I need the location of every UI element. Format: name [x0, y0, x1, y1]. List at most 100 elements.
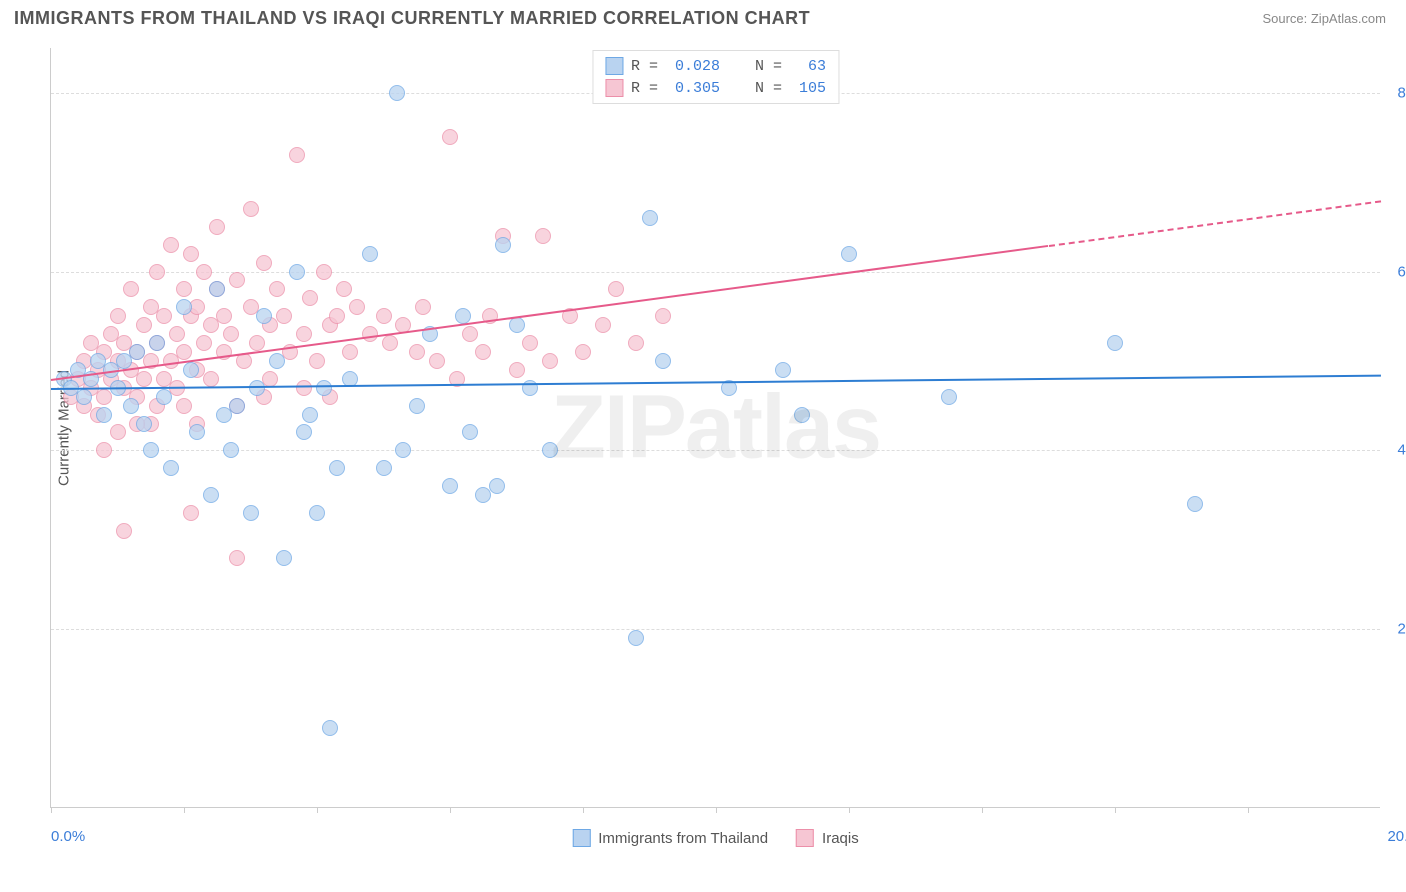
data-point — [309, 505, 325, 521]
x-tick — [849, 807, 850, 813]
legend-stats-row: R = 0.028 N = 63 — [605, 55, 826, 77]
data-point — [296, 326, 312, 342]
data-point — [183, 505, 199, 521]
data-point — [1187, 496, 1203, 512]
legend-item: Iraqis — [796, 829, 859, 847]
data-point — [176, 281, 192, 297]
data-point — [129, 344, 145, 360]
data-point — [96, 407, 112, 423]
data-point — [209, 219, 225, 235]
data-point — [136, 416, 152, 432]
data-point — [276, 308, 292, 324]
data-point — [96, 442, 112, 458]
data-point — [349, 299, 365, 315]
data-point — [110, 308, 126, 324]
data-point — [163, 460, 179, 476]
data-point — [462, 424, 478, 440]
gridline — [51, 629, 1380, 630]
data-point — [575, 344, 591, 360]
data-point — [123, 281, 139, 297]
data-point — [176, 344, 192, 360]
data-point — [163, 237, 179, 253]
data-point — [628, 335, 644, 351]
data-point — [429, 353, 445, 369]
data-point — [302, 407, 318, 423]
x-tick — [450, 807, 451, 813]
data-point — [442, 129, 458, 145]
data-point — [628, 630, 644, 646]
data-point — [116, 523, 132, 539]
data-point — [316, 264, 332, 280]
data-point — [296, 424, 312, 440]
data-point — [655, 308, 671, 324]
data-point — [289, 264, 305, 280]
data-point — [223, 442, 239, 458]
trend-line — [1048, 200, 1381, 247]
r-value: 0.028 — [675, 58, 720, 75]
data-point — [149, 335, 165, 351]
data-point — [203, 371, 219, 387]
legend-stats-row: R = 0.305 N = 105 — [605, 77, 826, 99]
data-point — [256, 308, 272, 324]
x-tick — [1248, 807, 1249, 813]
data-point — [176, 398, 192, 414]
data-point — [595, 317, 611, 333]
data-point — [415, 299, 431, 315]
data-point — [342, 344, 358, 360]
data-point — [276, 550, 292, 566]
x-tick — [51, 807, 52, 813]
data-point — [229, 398, 245, 414]
x-axis-max-label: 20.0% — [1387, 828, 1406, 845]
data-point — [76, 389, 92, 405]
data-point — [196, 264, 212, 280]
y-tick-label: 40.0% — [1397, 442, 1406, 459]
data-point — [136, 371, 152, 387]
data-point — [176, 299, 192, 315]
x-tick — [184, 807, 185, 813]
data-point — [794, 407, 810, 423]
plot-area: 20.0%40.0%60.0%80.0% — [51, 48, 1380, 807]
data-point — [376, 460, 392, 476]
data-point — [542, 442, 558, 458]
data-point — [489, 478, 505, 494]
data-point — [522, 335, 538, 351]
n-value: 105 — [799, 80, 826, 97]
chart-header: IMMIGRANTS FROM THAILAND VS IRAQI CURREN… — [0, 0, 1406, 33]
legend-swatch — [605, 57, 623, 75]
y-tick-label: 80.0% — [1397, 84, 1406, 101]
data-point — [442, 478, 458, 494]
data-point — [229, 550, 245, 566]
data-point — [329, 460, 345, 476]
n-label: N = — [728, 80, 791, 97]
n-label: N = — [728, 58, 791, 75]
legend-series: Immigrants from Thailand Iraqis — [572, 829, 858, 847]
data-point — [389, 85, 405, 101]
data-point — [322, 720, 338, 736]
data-point — [269, 353, 285, 369]
y-tick-label: 20.0% — [1397, 621, 1406, 638]
data-point — [642, 210, 658, 226]
data-point — [223, 326, 239, 342]
legend-swatch — [605, 79, 623, 97]
r-label: R = — [631, 80, 667, 97]
data-point — [203, 487, 219, 503]
data-point — [143, 442, 159, 458]
data-point — [409, 344, 425, 360]
data-point — [535, 228, 551, 244]
data-point — [336, 281, 352, 297]
data-point — [509, 362, 525, 378]
data-point — [462, 326, 478, 342]
legend-stats: R = 0.028 N = 63 R = 0.305 N = 105 — [592, 50, 839, 104]
data-point — [216, 407, 232, 423]
data-point — [229, 272, 245, 288]
data-point — [509, 317, 525, 333]
data-point — [362, 246, 378, 262]
data-point — [376, 308, 392, 324]
data-point — [316, 380, 332, 396]
data-point — [409, 398, 425, 414]
chart-title: IMMIGRANTS FROM THAILAND VS IRAQI CURREN… — [14, 8, 810, 29]
x-tick — [716, 807, 717, 813]
gridline — [51, 272, 1380, 273]
data-point — [362, 326, 378, 342]
data-point — [123, 398, 139, 414]
